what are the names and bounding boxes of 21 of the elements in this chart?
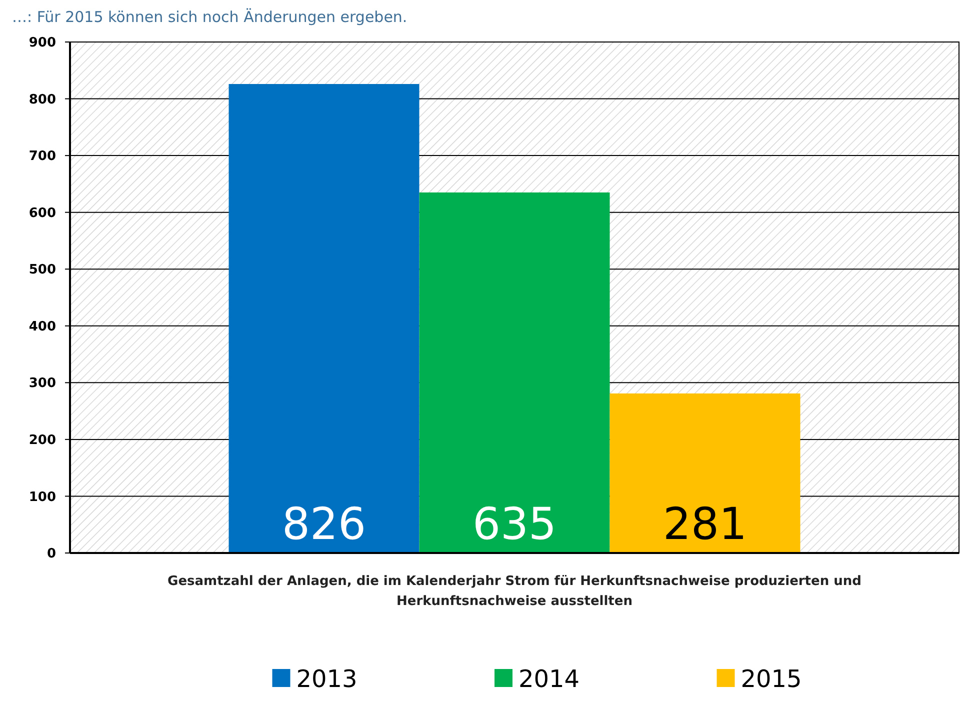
y-tick-label: 100 — [28, 490, 56, 505]
data-label: 635 — [472, 499, 556, 550]
data-label: 281 — [663, 499, 747, 550]
y-tick-label: 600 — [28, 206, 56, 221]
y-tick-label: 500 — [28, 262, 56, 278]
legend-label: 2014 — [518, 665, 580, 694]
bar — [610, 393, 800, 553]
y-tick-label: 300 — [28, 376, 56, 392]
bar — [419, 192, 610, 553]
legend-label: 2013 — [296, 665, 358, 694]
x-axis-title: Gesamtzahl der Anlagen, die im Kalenderjahr Strom für Herkunftsnachweise produzierten und Herkunftsnachweise ausstellten — [168, 574, 862, 609]
y-tick-label: 0 — [46, 546, 56, 562]
bar — [228, 84, 420, 553]
y-tick-label: 800 — [28, 92, 56, 108]
text: …: Für 2015 können sich noch Änderungen ergeben. — [12, 8, 408, 26]
data-label: 826 — [282, 499, 366, 550]
y-tick-label: 700 — [28, 149, 56, 164]
legend-label: 2015 — [740, 665, 802, 694]
y-tick-label: 400 — [28, 319, 56, 334]
y-tick-label: 900 — [28, 36, 56, 51]
y-tick-label: 200 — [28, 432, 56, 448]
